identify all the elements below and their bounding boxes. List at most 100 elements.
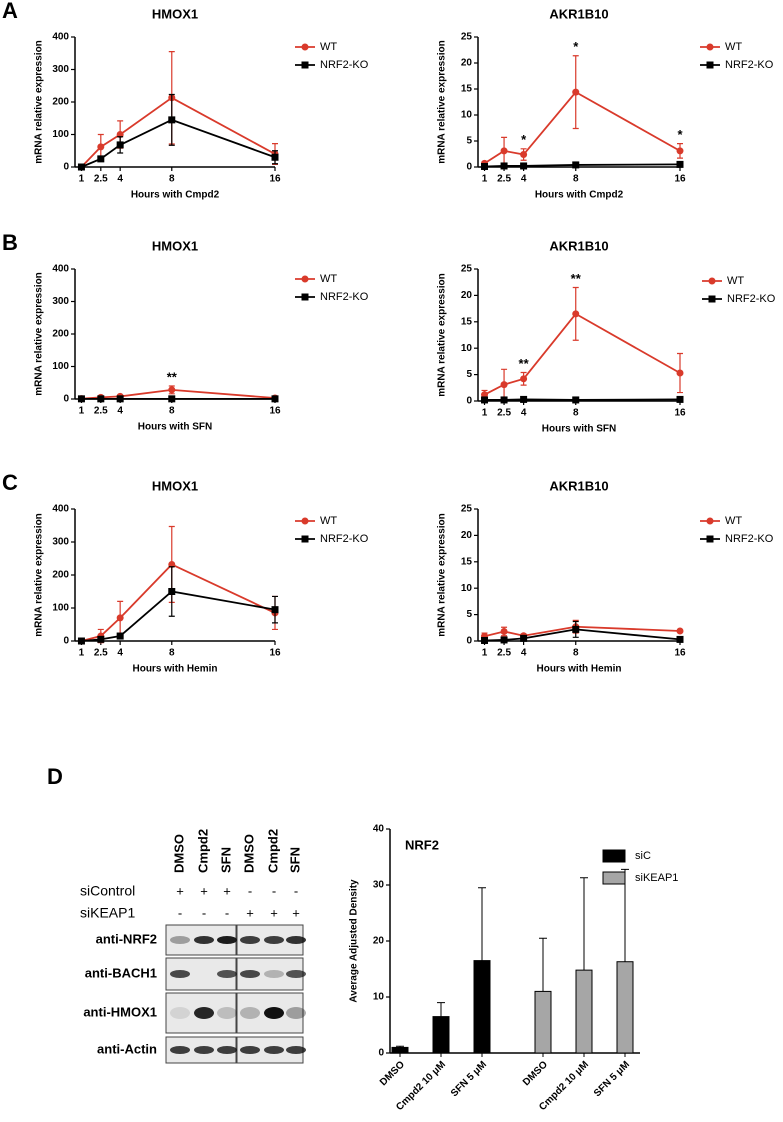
data-point [168, 386, 176, 394]
x-tick-label: 4 [117, 406, 123, 417]
y-tick-label: 20 [461, 58, 473, 69]
chart-title: NRF2 [405, 837, 439, 852]
error-bar [478, 887, 486, 961]
series-line [484, 90, 681, 165]
x-tick-label: 2.5 [497, 648, 511, 659]
annotation: * [677, 127, 683, 142]
blot-band [170, 970, 190, 978]
y-tick-label: 300 [52, 537, 69, 548]
data-point [97, 143, 105, 151]
y-tick-label: 15 [461, 316, 473, 327]
condition-label: siControl [80, 883, 135, 899]
y-tick-label: 300 [52, 64, 69, 75]
y-tick-label: 20 [461, 530, 473, 541]
data-point [676, 369, 684, 377]
error-bar [437, 1002, 445, 1017]
data-point [116, 141, 124, 149]
blot-band [194, 1007, 214, 1019]
legend-label: NRF2-KO [727, 293, 776, 305]
antibody-label: anti-HMOX1 [83, 1004, 157, 1019]
x-tick-label: 4 [117, 174, 123, 185]
blot-band [240, 970, 260, 978]
data-point [481, 396, 489, 404]
x-axis-label: Hours with Cmpd2 [131, 190, 220, 201]
data-point [481, 162, 489, 170]
y-tick-label: 100 [52, 603, 69, 614]
bar [473, 960, 491, 1054]
y-tick-label: 5 [466, 136, 472, 147]
x-axis-label: Hours with Hemin [132, 664, 217, 675]
x-tick-label: 2.5 [94, 174, 108, 185]
x-tick-label: 16 [674, 408, 686, 419]
x-tick-label: 1 [79, 406, 85, 417]
data-point [676, 160, 684, 168]
data-point [116, 614, 124, 622]
antibody-label: anti-BACH1 [85, 965, 157, 980]
blot-band [240, 1046, 260, 1054]
bar [534, 990, 552, 1054]
blot-band [286, 936, 306, 944]
data-point [500, 147, 508, 155]
blot-band [240, 936, 260, 944]
bar [391, 1046, 409, 1054]
data-point [77, 637, 85, 645]
annotation: * [521, 132, 527, 147]
blot-band [194, 1046, 214, 1054]
data-point [500, 627, 508, 635]
data-point [500, 396, 508, 404]
blot-band [286, 1046, 306, 1054]
x-tick-label: 1 [482, 648, 488, 659]
x-tick-label: 4 [521, 408, 527, 419]
series-line [484, 163, 681, 168]
condition-sign: - [248, 883, 252, 898]
x-tick-label: 16 [269, 648, 281, 659]
annotation: ** [167, 369, 178, 384]
legend-marker [706, 61, 714, 69]
lane-label: DMSO [171, 834, 186, 873]
x-tick-label: DMSO [521, 1059, 550, 1088]
legend-label: NRF2-KO [320, 533, 369, 545]
lane-label: SFN [218, 847, 233, 873]
data-point [572, 625, 580, 633]
x-tick-label: 16 [674, 174, 686, 185]
y-tick-label: 200 [52, 570, 69, 581]
x-tick-label: DMSO [378, 1059, 407, 1088]
chart-title: AKR1B10 [549, 478, 608, 493]
lane-label: Cmpd2 [195, 829, 210, 873]
chart-title: AKR1B10 [549, 6, 608, 21]
x-tick-label: 2.5 [94, 406, 108, 417]
y-tick-label: 20 [373, 936, 385, 947]
data-point [97, 395, 105, 403]
legend-label: WT [725, 41, 742, 53]
y-tick-label: 40 [373, 824, 385, 835]
y-tick-label: 20 [461, 290, 473, 301]
blot-band [240, 1007, 260, 1019]
blot-band [170, 936, 190, 944]
blot-band [217, 1007, 237, 1019]
legend-marker [706, 517, 714, 525]
legend-marker [706, 43, 714, 51]
legend-marker [301, 43, 309, 51]
y-axis-label: mRNA relative expression [34, 513, 45, 637]
blot-band [170, 1046, 190, 1054]
x-tick-label: SFN 5 μM [592, 1059, 632, 1099]
chart-title: HMOX1 [152, 6, 198, 21]
x-tick-label: 16 [269, 406, 281, 417]
y-tick-label: 25 [461, 504, 473, 515]
blot-band [217, 1046, 237, 1054]
y-tick-label: 100 [52, 361, 69, 372]
x-tick-label: 4 [521, 174, 527, 185]
condition-sign: + [292, 905, 300, 920]
data-point [520, 375, 528, 383]
y-tick-label: 10 [461, 583, 473, 594]
y-tick-label: 0 [63, 636, 69, 647]
y-tick-label: 10 [461, 110, 473, 121]
y-tick-label: 0 [63, 394, 69, 405]
x-tick-label: 4 [117, 648, 123, 659]
condition-sign: + [223, 883, 231, 898]
legend-marker [708, 277, 716, 285]
legend-marker [301, 517, 309, 525]
x-tick-label: 8 [169, 174, 175, 185]
blot-band [286, 970, 306, 978]
